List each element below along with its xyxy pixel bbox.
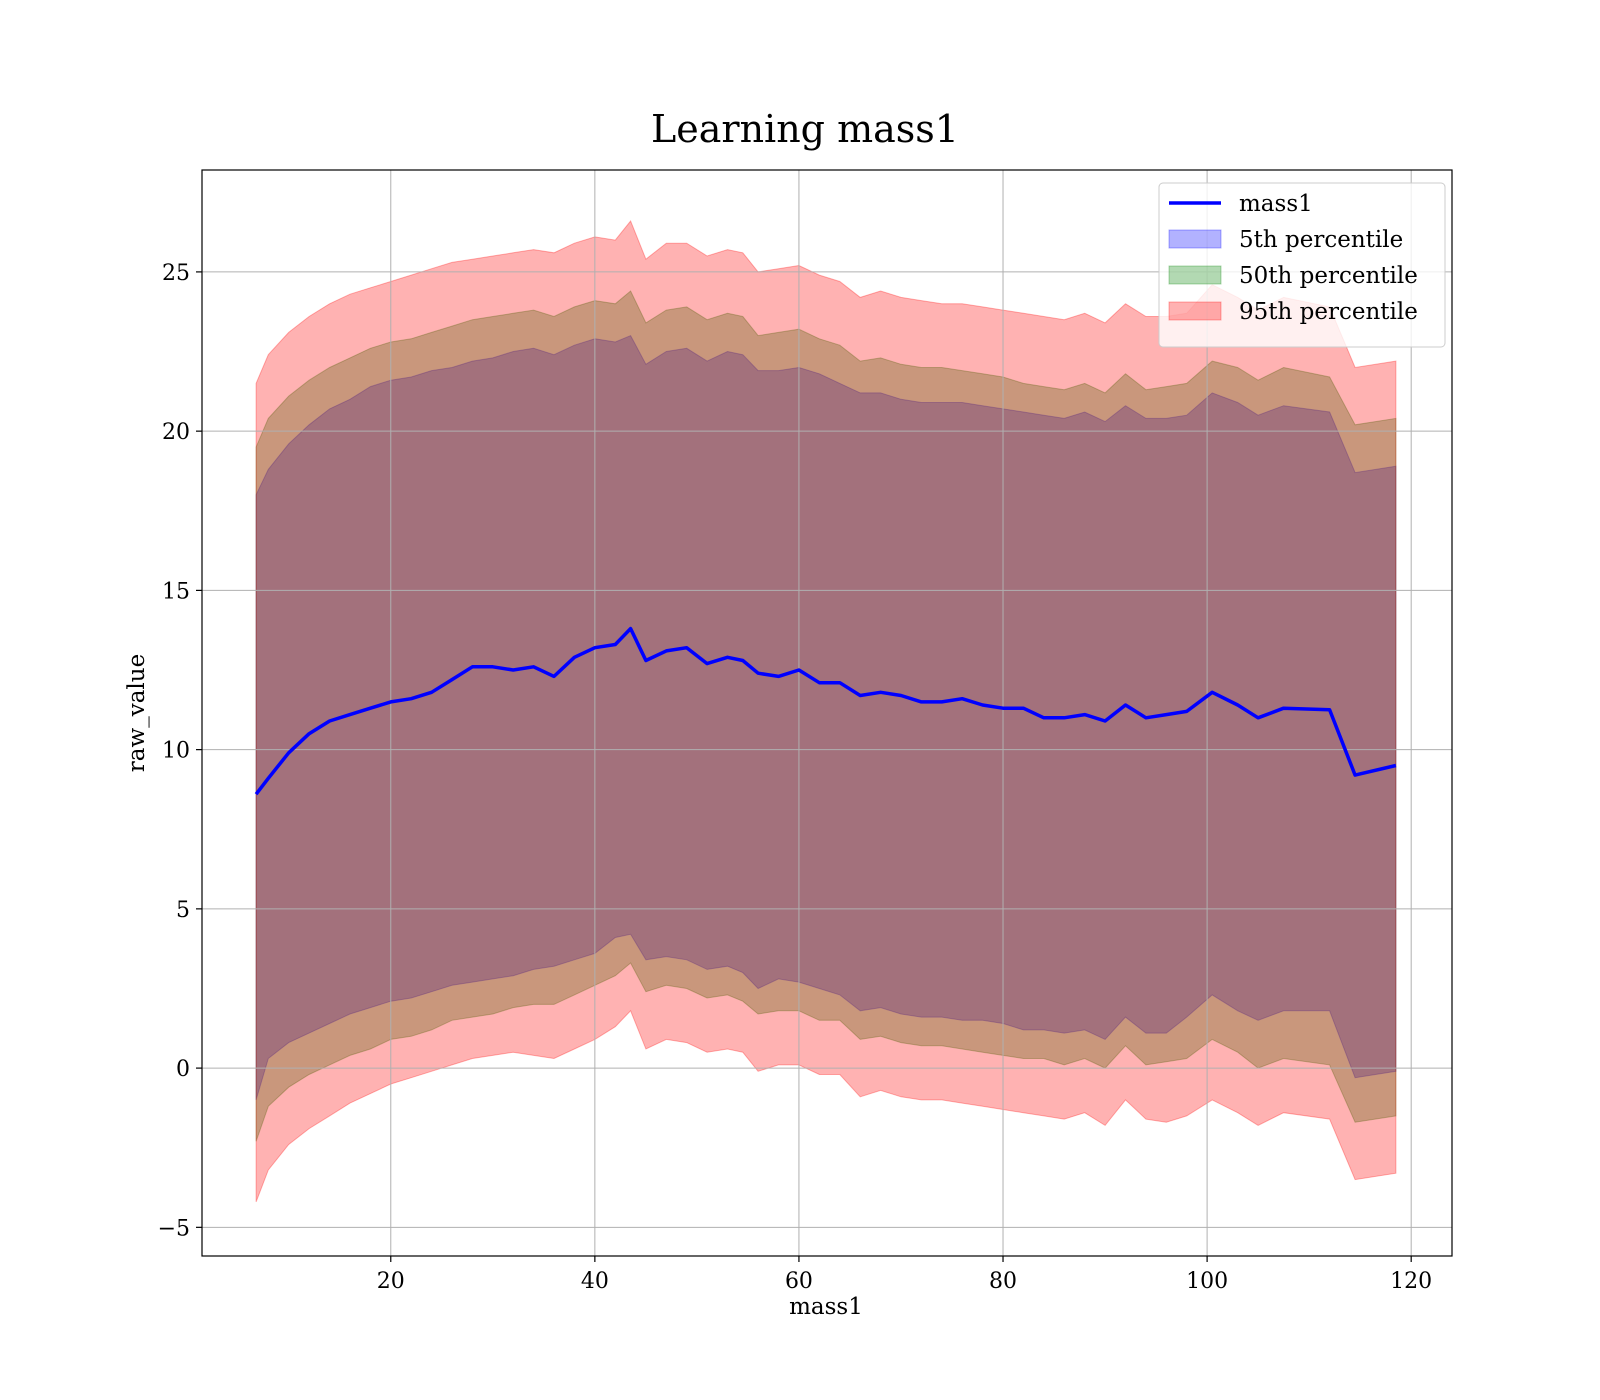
legend-box	[1158, 182, 1446, 348]
x-tick-label: 60	[785, 1269, 813, 1294]
percentile-bands	[255, 220, 1397, 1203]
y-tick-label: −5	[158, 1216, 190, 1241]
y-tick-label: 10	[162, 739, 190, 764]
x-axis-ticks: 20 40 60 80 100 120	[377, 1256, 1432, 1294]
band-50th-percentile	[255, 290, 1397, 1142]
y-tick-label: 0	[176, 1057, 190, 1082]
y-axis-ticks: −5 0 5 10 15 20 25	[158, 261, 202, 1241]
grid-lines	[202, 170, 1452, 1256]
legend: mass1 5th percentile 50th percentile 95th p…	[1158, 182, 1446, 348]
y-tick-label: 5	[176, 898, 190, 923]
x-tick-label: 40	[581, 1269, 609, 1294]
y-tick-label: 20	[162, 420, 190, 445]
legend-swatch-95th-percentile	[1168, 301, 1222, 321]
legend-label-mass1: mass1	[1239, 191, 1313, 217]
chart-title: Learning mass1	[651, 107, 959, 151]
x-tick-label: 120	[1390, 1269, 1432, 1294]
y-axis-label: raw_value	[124, 654, 150, 772]
line-mass1	[254, 626, 1397, 796]
x-tick-label: 80	[989, 1269, 1017, 1294]
legend-label-50th-percentile: 50th percentile	[1239, 263, 1418, 289]
legend-swatch-5th-percentile	[1168, 229, 1222, 249]
band-95th-percentile	[255, 220, 1397, 1203]
x-axis-label: mass1	[789, 1294, 863, 1320]
y-tick-label: 15	[162, 579, 190, 604]
legend-label-5th-percentile: 5th percentile	[1239, 227, 1403, 253]
legend-swatch-50th-percentile	[1168, 265, 1222, 285]
plot-frame	[201, 169, 1453, 1257]
mass1-series	[254, 626, 1397, 796]
legend-label-95th-percentile: 95th percentile	[1239, 299, 1418, 325]
y-tick-label: 25	[162, 261, 190, 286]
x-tick-label: 20	[377, 1269, 405, 1294]
x-tick-label: 100	[1186, 1269, 1228, 1294]
